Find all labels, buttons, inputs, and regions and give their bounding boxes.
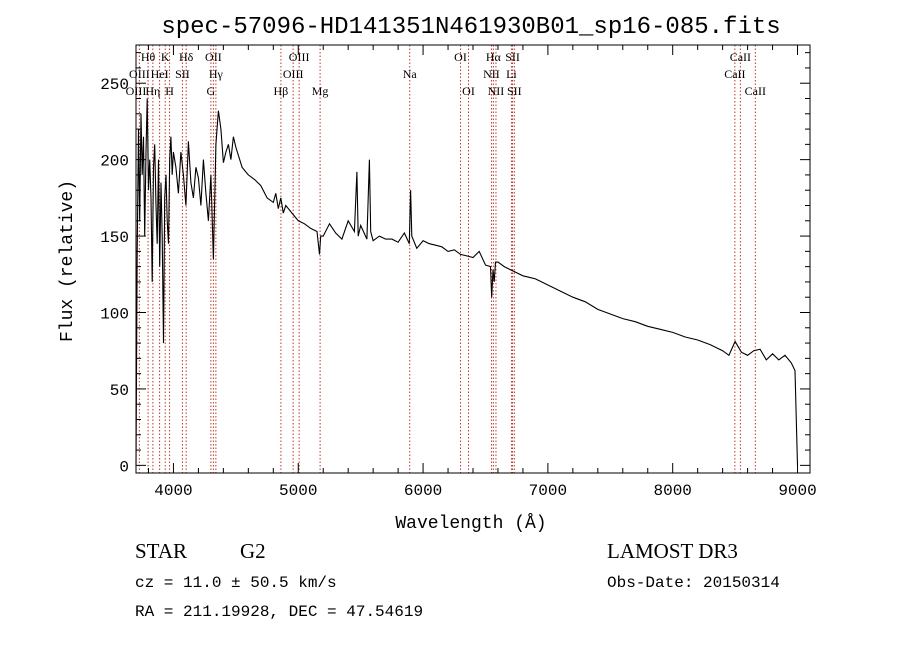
y-tick-label: 100 <box>100 306 129 324</box>
line-label: NII <box>488 84 505 98</box>
x-axis-label: Wavelength (Å) <box>395 513 546 534</box>
y-tick-label: 0 <box>119 458 129 476</box>
y-axis-label: Flux (relative) <box>58 180 78 342</box>
line-label: Hθ <box>141 50 156 64</box>
x-tick-label: 8000 <box>654 482 692 500</box>
line-label: Mg <box>312 84 329 98</box>
x-tick-label: 4000 <box>154 482 192 500</box>
line-label: Hγ <box>209 67 224 81</box>
line-label: Na <box>403 67 418 81</box>
x-tick-label: 5000 <box>279 482 317 500</box>
line-label: SII <box>175 67 190 81</box>
line-label: H <box>165 84 174 98</box>
line-label: Hδ <box>179 50 194 64</box>
line-label: CaII <box>724 67 745 81</box>
survey-label: LAMOST DR3 <box>607 539 738 563</box>
subclass-label: G2 <box>240 539 266 563</box>
line-label: OIII <box>129 67 150 81</box>
line-label: OI <box>462 84 475 98</box>
line-label: K <box>161 50 170 64</box>
y-tick-label: 50 <box>110 382 129 400</box>
x-tick-label: 7000 <box>529 482 567 500</box>
line-label: Li <box>506 67 517 81</box>
line-label: Hβ <box>274 84 289 98</box>
x-tick-label: 6000 <box>404 482 442 500</box>
line-label: Hα <box>486 50 502 64</box>
line-label: OIII <box>283 67 304 81</box>
line-label: CaII <box>730 50 751 64</box>
y-tick-label: 200 <box>100 153 129 171</box>
line-label: OII <box>205 50 222 64</box>
line-label: HeI <box>151 67 169 81</box>
line-label: OIII <box>289 50 310 64</box>
line-label: Hη <box>145 84 160 98</box>
line-label: OI <box>454 50 467 64</box>
class-label: STAR <box>135 539 187 563</box>
line-label: NII <box>483 67 500 81</box>
x-tick-label: 9000 <box>778 482 816 500</box>
obs-date: Obs-Date: 20150314 <box>607 574 780 592</box>
y-tick-label: 150 <box>100 229 129 247</box>
line-label: CaII <box>745 84 766 98</box>
cz-value: cz = 11.0 ± 50.5 km/s <box>135 574 337 592</box>
plot-frame <box>135 44 811 474</box>
spectrum-line <box>135 98 799 466</box>
line-marks <box>138 45 756 473</box>
y-tick-label: 250 <box>100 76 129 94</box>
axis-ticks: 4000 5000 6000 7000 8000 9000 0 50 100 150 200 250 <box>100 45 817 500</box>
line-label: G <box>207 84 216 98</box>
line-label: SII <box>505 50 520 64</box>
coordinates: RA = 211.19928, DEC = 47.54619 <box>135 603 424 621</box>
chart-title: spec-57096-HD141351N461930B01_sp16-085.f… <box>161 14 780 41</box>
line-label: SII <box>507 84 522 98</box>
